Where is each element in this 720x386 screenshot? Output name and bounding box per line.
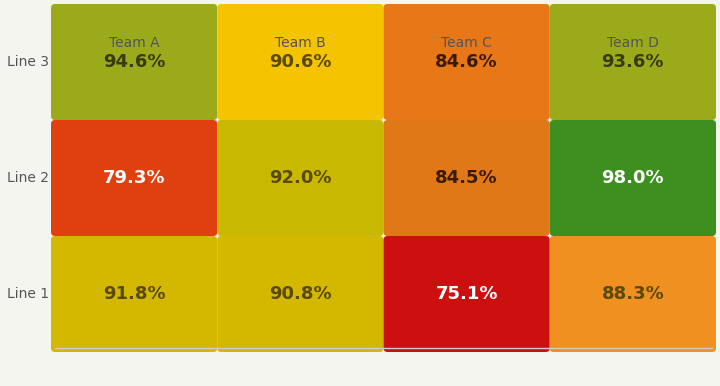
Text: Line 2: Line 2 (7, 171, 49, 185)
FancyBboxPatch shape (217, 4, 384, 120)
Text: 84.6%: 84.6% (436, 53, 498, 71)
Text: Line 1: Line 1 (7, 287, 49, 301)
FancyBboxPatch shape (51, 236, 217, 352)
Text: 88.3%: 88.3% (601, 285, 665, 303)
FancyBboxPatch shape (384, 4, 550, 120)
Text: 75.1%: 75.1% (436, 285, 498, 303)
FancyBboxPatch shape (384, 236, 550, 352)
Text: Team B: Team B (275, 36, 325, 50)
Text: Team D: Team D (607, 36, 659, 50)
Text: 90.6%: 90.6% (269, 53, 332, 71)
Text: 92.0%: 92.0% (269, 169, 332, 187)
FancyBboxPatch shape (550, 4, 716, 120)
Text: 84.5%: 84.5% (436, 169, 498, 187)
FancyBboxPatch shape (550, 120, 716, 236)
Text: 94.6%: 94.6% (103, 53, 166, 71)
Text: 79.3%: 79.3% (103, 169, 166, 187)
FancyBboxPatch shape (384, 120, 550, 236)
Text: 93.6%: 93.6% (602, 53, 664, 71)
Text: 98.0%: 98.0% (602, 169, 664, 187)
FancyBboxPatch shape (217, 236, 384, 352)
FancyBboxPatch shape (550, 236, 716, 352)
FancyBboxPatch shape (217, 120, 384, 236)
Text: 91.8%: 91.8% (103, 285, 166, 303)
Text: Team C: Team C (441, 36, 492, 50)
Text: Line 3: Line 3 (7, 55, 49, 69)
Text: Team A: Team A (109, 36, 159, 50)
FancyBboxPatch shape (51, 120, 217, 236)
Text: 90.8%: 90.8% (269, 285, 332, 303)
FancyBboxPatch shape (51, 4, 217, 120)
